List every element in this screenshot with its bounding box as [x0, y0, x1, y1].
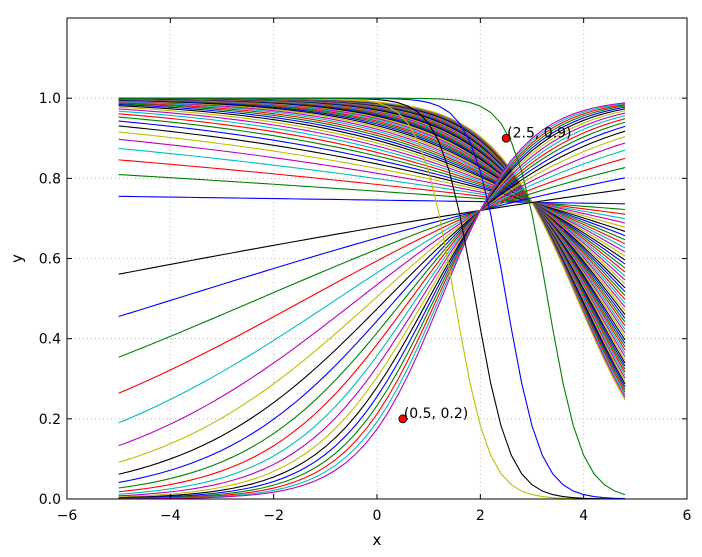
- ticks: −6 −4 −2 0 2 4 6 0.0 0.2 0.4 0.6 0.8 1.0: [39, 18, 692, 524]
- line-series: [118, 112, 626, 497]
- line-series: [118, 105, 626, 499]
- y-tick-label: 0.8: [39, 171, 61, 187]
- line-series: [118, 115, 626, 495]
- line-series: [118, 97, 626, 496]
- x-tick-label: −2: [263, 508, 284, 524]
- x-tick-label: 6: [683, 508, 692, 524]
- line-series: [118, 102, 626, 500]
- line-series: [118, 142, 626, 447]
- y-tick-label: 0.4: [39, 332, 61, 348]
- annotations: (0.5, 0.2) (2.5, 0.9): [398, 125, 572, 424]
- y-tick-label: 0.6: [39, 252, 61, 268]
- x-axis-label: x: [373, 531, 382, 549]
- y-tick-label: 1.0: [39, 91, 61, 107]
- x-tick-label: 2: [476, 508, 485, 524]
- line-series: [118, 121, 626, 489]
- line-series: [118, 177, 626, 318]
- plot-lines: [118, 97, 626, 500]
- annotation-label: (2.5, 0.9): [507, 125, 571, 141]
- x-tick-label: 0: [373, 508, 382, 524]
- line-series: [118, 108, 626, 499]
- line-series: [118, 118, 626, 493]
- x-tick-label: 4: [579, 508, 588, 524]
- annotation-label: (0.5, 0.2): [404, 406, 468, 422]
- y-tick-label: 0.2: [39, 412, 61, 428]
- line-series: [118, 106, 626, 499]
- annotation-point: [398, 414, 408, 424]
- annotation-point: [501, 133, 511, 143]
- line-series: [118, 149, 626, 424]
- x-tick-label: −6: [57, 508, 78, 524]
- y-axis-label: y: [8, 254, 26, 263]
- line-series: [118, 136, 626, 463]
- line-series: [118, 110, 626, 498]
- line-series: [118, 104, 626, 500]
- line-series: [118, 130, 626, 475]
- line-series: [118, 167, 626, 358]
- line-series: [118, 157, 626, 394]
- x-tick-label: −4: [160, 508, 181, 524]
- line-series: [118, 188, 626, 275]
- y-tick-label: 0.0: [39, 492, 61, 508]
- line-series: [118, 125, 626, 483]
